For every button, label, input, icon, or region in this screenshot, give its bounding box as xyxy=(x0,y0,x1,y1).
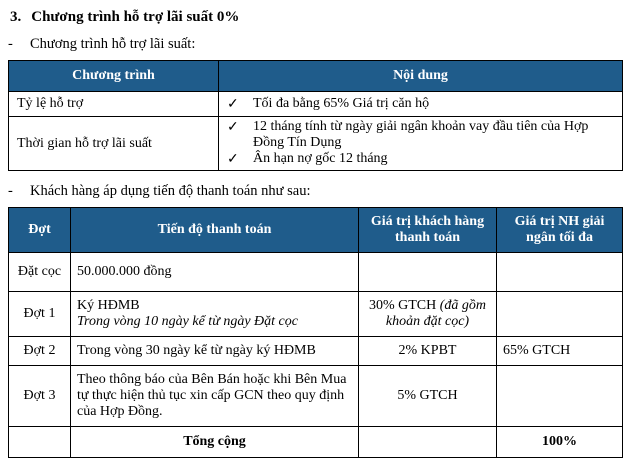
customer-value-note: (đã gồm khoản đặt cọc) xyxy=(385,298,487,329)
total-label: Tổng cộng xyxy=(70,426,359,458)
check-list: ✓ Tối đa bằng 65% Giá trị căn hộ xyxy=(225,96,616,113)
progress-line-1: Ký HĐMB xyxy=(77,298,140,313)
stage-label: Đặt cọc xyxy=(8,252,71,292)
bullet-line-schedule: - Khách hàng áp dụng tiến độ thanh toán … xyxy=(8,183,630,200)
bank-value-cell xyxy=(496,365,623,427)
customer-value-cell xyxy=(358,252,497,292)
col-header-progress: Tiến độ thanh toán xyxy=(70,207,359,253)
table-row-deposit: Đặt cọc 50.000.000 đồng xyxy=(8,252,623,292)
checkmark-icon: ✓ xyxy=(227,96,239,112)
customer-value-cell: 30% GTCH (đã gồm khoản đặt cọc) xyxy=(358,291,497,337)
check-item: ✓ 12 tháng tính từ ngày giải ngân khoản … xyxy=(225,119,616,151)
check-item-text: Tối đa bằng 65% Giá trị căn hộ xyxy=(253,95,430,111)
section-title: Chương trình hỗ trợ lãi suất 0% xyxy=(31,9,240,25)
table-header-row: Chương trình Nội dung xyxy=(8,60,623,92)
bank-value-cell: 65% GTCH xyxy=(496,336,623,366)
checkmark-icon: ✓ xyxy=(227,152,239,167)
empty-cell xyxy=(358,426,497,458)
check-item: ✓ Ân hạn nợ gốc 12 tháng xyxy=(225,151,616,168)
table-row: Tỷ lệ hỗ trợ ✓ Tối đa bằng 65% Giá trị c… xyxy=(8,91,623,117)
section-number: 3. xyxy=(10,9,22,25)
check-item-text: 12 tháng tính từ ngày giải ngân khoản va… xyxy=(253,119,589,150)
col-header-bank-value: Giá trị NH giải ngân tối đa xyxy=(496,207,623,253)
dash-bullet: - xyxy=(8,36,13,52)
program-label: Thời gian hỗ trợ lãi suất xyxy=(8,116,219,171)
program-content: ✓ Tối đa bằng 65% Giá trị căn hộ xyxy=(218,91,623,117)
progress-cell: 50.000.000 đồng xyxy=(70,252,359,292)
col-header-customer-value: Giá trị khách hàng thanh toán xyxy=(358,207,497,253)
table-row-total: Tổng cộng 100% xyxy=(8,426,623,458)
table-header-row: Đợt Tiến độ thanh toán Giá trị khách hàn… xyxy=(8,207,623,253)
program-content: ✓ 12 tháng tính từ ngày giải ngân khoản … xyxy=(218,116,623,171)
customer-value-main: 30% GTCH xyxy=(368,298,440,313)
check-list: ✓ 12 tháng tính từ ngày giải ngân khoản … xyxy=(225,119,616,168)
table-row-stage2: Đợt 2 Trong vòng 30 ngày kể từ ngày ký H… xyxy=(8,336,623,366)
progress-cell: Trong vòng 30 ngày kể từ ngày ký HĐMB xyxy=(70,336,359,366)
program-label: Tỷ lệ hỗ trợ xyxy=(8,91,219,117)
stage-label: Đợt 1 xyxy=(8,291,71,337)
bullet-text: Chương trình hỗ trợ lãi suất: xyxy=(30,36,196,52)
col-header-content: Nội dung xyxy=(218,60,623,92)
dash-bullet: - xyxy=(8,183,13,199)
bank-value-cell xyxy=(496,252,623,292)
table-row-stage3: Đợt 3 Theo thông báo của Bên Bán hoặc kh… xyxy=(8,365,623,427)
stage-label: Đợt 3 xyxy=(8,365,71,427)
progress-cell: Ký HĐMB Trong vòng 10 ngày kể từ ngày Đặ… xyxy=(70,291,359,337)
program-table: Chương trình Nội dung Tỷ lệ hỗ trợ ✓ Tối… xyxy=(8,60,623,171)
col-header-stage: Đợt xyxy=(8,207,71,253)
section-heading: 3. Chương trình hỗ trợ lãi suất 0% xyxy=(10,9,630,26)
progress-line-2: Trong vòng 10 ngày kể từ ngày Đặt cọc xyxy=(77,314,298,329)
col-header-program: Chương trình xyxy=(8,60,219,92)
customer-value-cell: 2% KPBT xyxy=(358,336,497,366)
table-row-stage1: Đợt 1 Ký HĐMB Trong vòng 10 ngày kể từ n… xyxy=(8,291,623,337)
bank-value-cell xyxy=(496,291,623,337)
checkmark-icon: ✓ xyxy=(227,120,239,135)
progress-cell: Theo thông báo của Bên Bán hoặc khi Bên … xyxy=(70,365,359,427)
check-item: ✓ Tối đa bằng 65% Giá trị căn hộ xyxy=(225,96,616,113)
bullet-line-program: - Chương trình hỗ trợ lãi suất: xyxy=(8,36,630,53)
stage-label: Đợt 2 xyxy=(8,336,71,366)
customer-value-cell: 5% GTCH xyxy=(358,365,497,427)
check-item-text: Ân hạn nợ gốc 12 tháng xyxy=(253,151,388,166)
empty-cell xyxy=(8,426,71,458)
table-row: Thời gian hỗ trợ lãi suất ✓ 12 tháng tín… xyxy=(8,116,623,171)
payment-schedule-table: Đợt Tiến độ thanh toán Giá trị khách hàn… xyxy=(8,207,623,458)
bullet-text: Khách hàng áp dụng tiến độ thanh toán nh… xyxy=(30,183,311,199)
total-value: 100% xyxy=(496,426,623,458)
